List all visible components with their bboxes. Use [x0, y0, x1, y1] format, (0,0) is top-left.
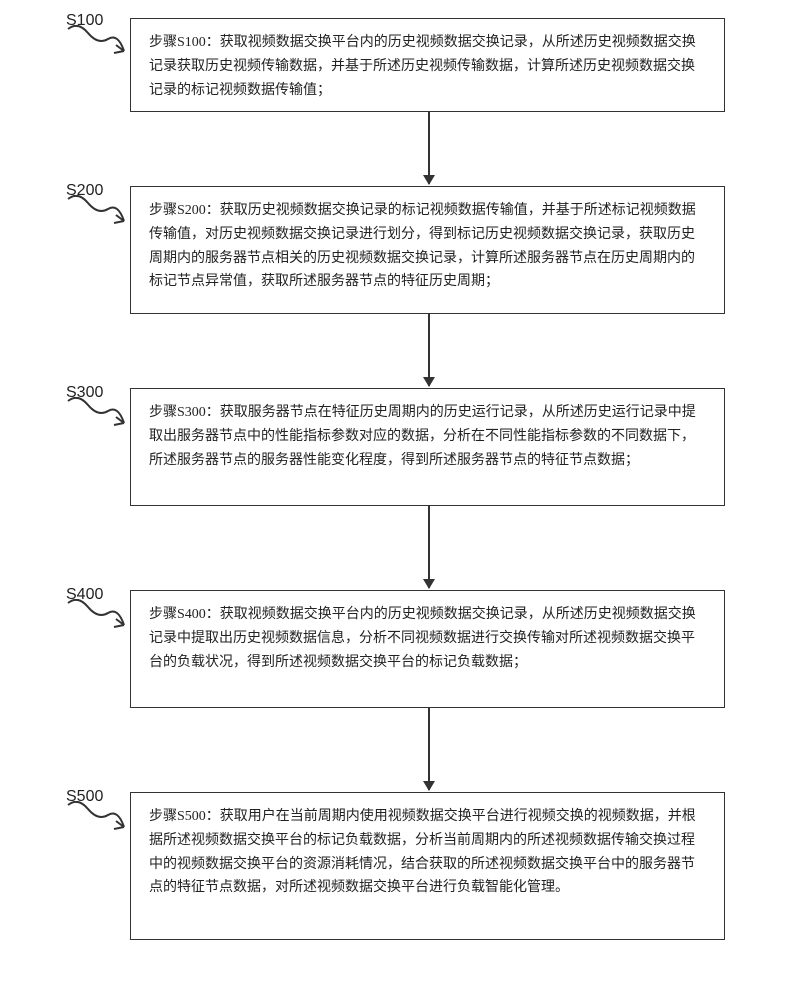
leader-s200: [66, 195, 126, 225]
arrow-s100-s200: [428, 112, 430, 184]
leader-s100: [66, 25, 126, 55]
step-text-s300: 步骤S300：获取服务器节点在特征历史周期内的历史运行记录，从所述历史运行记录中…: [149, 405, 696, 468]
arrow-s400-s500: [428, 708, 430, 790]
step-text-s100: 步骤S100：获取视频数据交换平台内的历史视频数据交换记录，从所述历史视频数据交…: [149, 35, 696, 98]
step-text-s500: 步骤S500：获取用户在当前周期内使用视频数据交换平台进行视频交换的视频数据，并…: [149, 809, 696, 895]
leader-s500: [66, 801, 126, 831]
step-box-s400: 步骤S400：获取视频数据交换平台内的历史视频数据交换记录，从所述历史视频数据交…: [130, 590, 725, 708]
leader-s300: [66, 397, 126, 427]
arrow-s300-s400: [428, 506, 430, 588]
flowchart-container: S100 步骤S100：获取视频数据交换平台内的历史视频数据交换记录，从所述历史…: [0, 0, 800, 1000]
leader-s400: [66, 599, 126, 629]
step-box-s300: 步骤S300：获取服务器节点在特征历史周期内的历史运行记录，从所述历史运行记录中…: [130, 388, 725, 506]
step-box-s200: 步骤S200：获取历史视频数据交换记录的标记视频数据传输值，并基于所述标记视频数…: [130, 186, 725, 314]
step-box-s500: 步骤S500：获取用户在当前周期内使用视频数据交换平台进行视频交换的视频数据，并…: [130, 792, 725, 940]
step-box-s100: 步骤S100：获取视频数据交换平台内的历史视频数据交换记录，从所述历史视频数据交…: [130, 18, 725, 112]
arrow-s200-s300: [428, 314, 430, 386]
step-text-s200: 步骤S200：获取历史视频数据交换记录的标记视频数据传输值，并基于所述标记视频数…: [149, 203, 696, 289]
step-text-s400: 步骤S400：获取视频数据交换平台内的历史视频数据交换记录，从所述历史视频数据交…: [149, 607, 696, 670]
